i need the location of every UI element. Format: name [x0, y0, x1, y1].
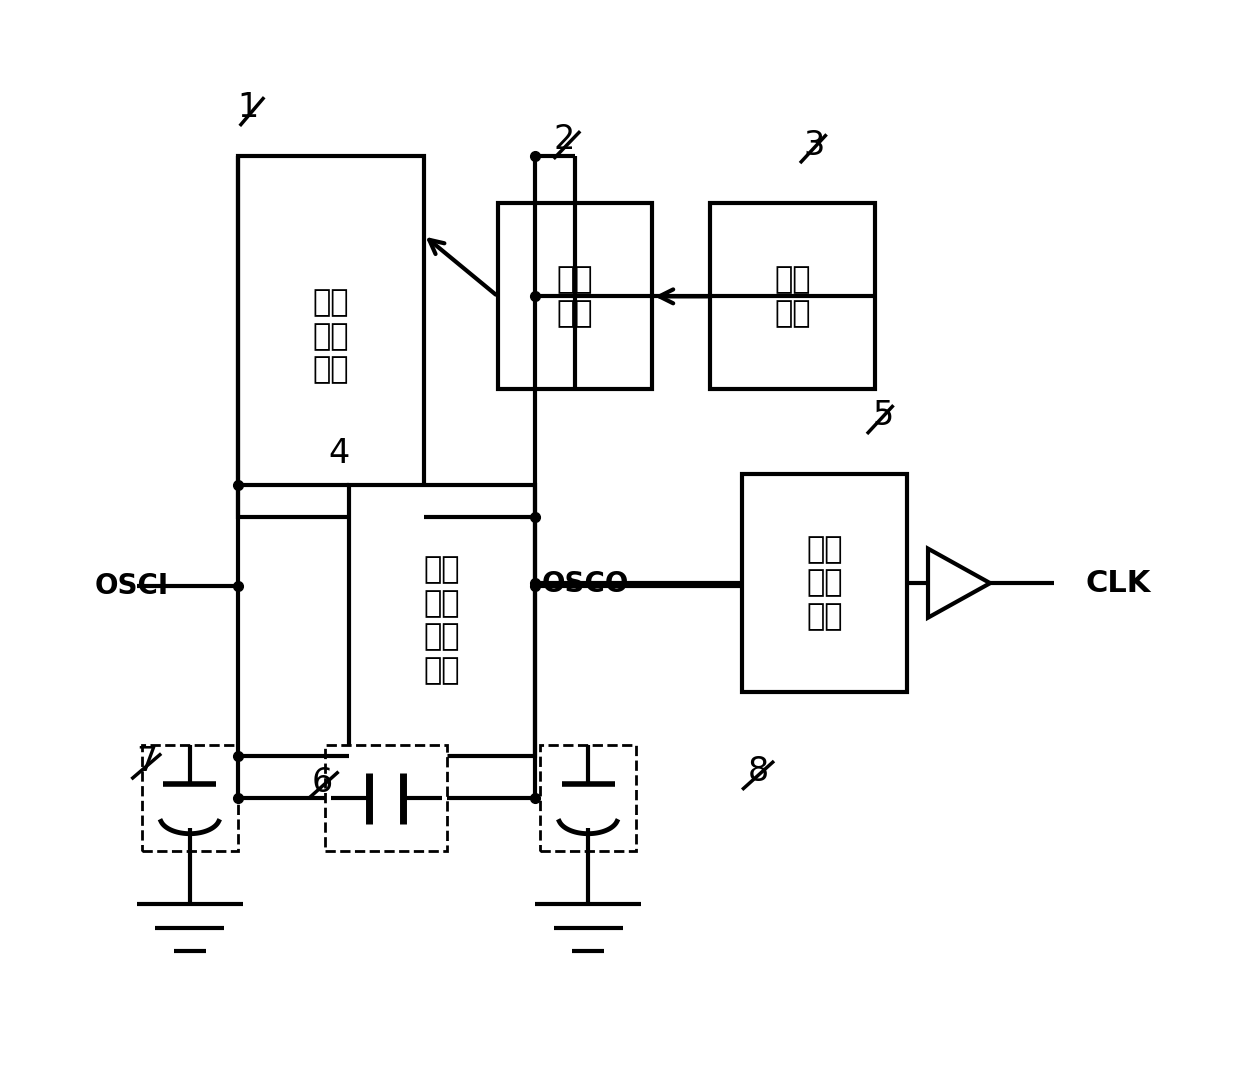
Text: 1: 1	[238, 91, 259, 125]
Bar	[350, 485, 534, 755]
Bar	[711, 203, 875, 390]
Bar	[238, 156, 424, 516]
Bar	[497, 203, 652, 390]
Bar	[743, 475, 906, 692]
Bar	[143, 745, 238, 851]
Text: 4: 4	[327, 437, 350, 469]
Text: 3: 3	[804, 128, 825, 161]
Text: OSCI: OSCI	[94, 571, 169, 599]
Text: 8: 8	[748, 755, 769, 788]
Text: 7: 7	[136, 745, 157, 778]
Bar	[325, 745, 448, 851]
Text: CLK: CLK	[1086, 568, 1151, 597]
Bar	[541, 745, 636, 851]
Text: 扰动
模块: 扰动 模块	[557, 265, 593, 328]
Text: 停振
检测: 停振 检测	[774, 265, 811, 328]
Text: 5: 5	[872, 399, 894, 433]
Text: 主体
驱动
模块: 主体 驱动 模块	[312, 288, 348, 384]
Text: 低频
辅助
振荡
模块: 低频 辅助 振荡 模块	[424, 555, 460, 685]
Text: 输出
整形
模块: 输出 整形 模块	[806, 535, 843, 632]
Text: 2: 2	[553, 124, 575, 156]
Text: OSCO: OSCO	[542, 569, 629, 597]
Text: 6: 6	[312, 766, 334, 798]
